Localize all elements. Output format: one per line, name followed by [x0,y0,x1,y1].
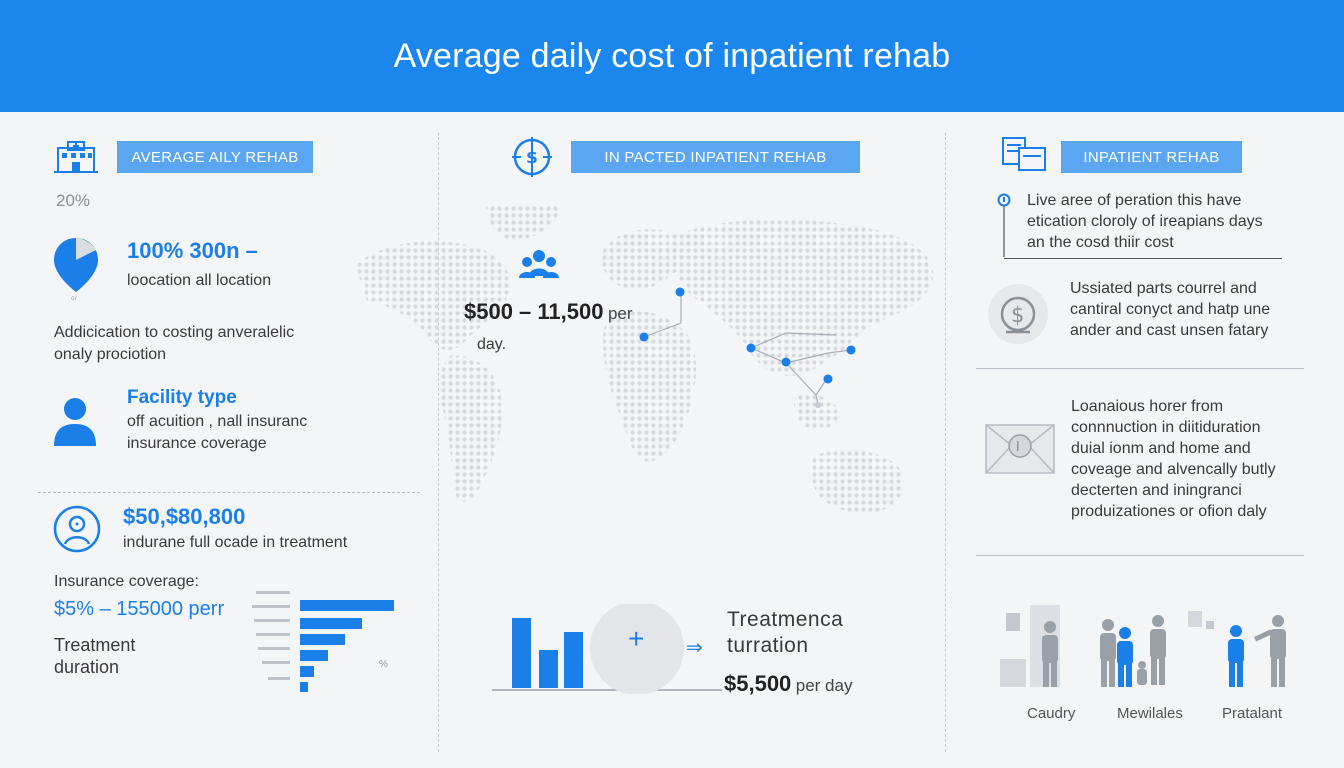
column-divider-right [945,132,946,752]
insurance-value: $5% – 155000 perr [54,598,225,620]
treatment-cost-per: per day [795,676,853,695]
plus-icon: + [628,623,645,654]
treatment-cost-value: $5,500 [724,671,792,696]
note-line-2: onaly prociotion [54,346,167,363]
block2-line-3: duial ionm and home and [1071,440,1251,457]
left-divider [38,492,420,493]
facility-line-1: off acuition , nall insuranc [127,413,308,430]
people-label-3: Pratalant [1222,705,1283,722]
people-illustration [996,603,1296,693]
header-banner: Average daily cost of inpatient rehab [0,0,1344,112]
location-pin-icon: o/ [52,236,100,302]
stat-value: 100% 300n – [127,238,258,263]
cost-day: day. [477,336,507,353]
svg-text:$: $ [526,148,538,168]
info-marker-icon [997,193,1011,259]
note-line-1: Addicication to costing anveralelic [54,324,295,341]
left-section-pill: AVERAGE AILY REHAB [117,141,313,173]
svg-text:l: l [1016,440,1020,455]
percent-label: 20% [56,191,91,210]
callout-line-3: an the cosd thiir cost [1027,234,1174,251]
block2-line-1: Loanaious horer from [1071,398,1224,415]
block2-line-5: decterten and iningranci [1071,482,1242,499]
block2-line-2: connnuction in diitiduration [1071,419,1261,436]
block1-line-3: ander and cast unsen fatary [1070,322,1269,339]
treatment-label-1: Treatment [54,635,136,655]
insurance-label: Insurance coverage: [54,573,199,590]
person-icon [52,396,98,446]
cost-range: $500 – 11,500 per [464,299,633,325]
treatment-line-2: turration [727,634,809,657]
range-label: indurane full ocade in treatment [123,534,348,551]
block2-line-6: produizationes or ofion daly [1071,503,1267,520]
face-circle-icon [52,504,102,554]
block1-line-1: Ussiated parts courrel and [1070,280,1257,297]
arrow-icon: ⇒ [686,637,703,659]
page-title: Average daily cost of inpatient rehab [393,36,951,75]
right-divider-1 [976,368,1304,369]
svg-text:o/: o/ [71,295,78,302]
cost-value: $500 – 11,500 [464,299,604,324]
block1-line-2: cantiral conyct and hatp une [1070,301,1271,318]
treatment-label-2: duration [54,657,120,677]
callout-underline [1004,258,1282,259]
middle-section-pill: IN PACTED INPATIENT REHAB [571,141,860,173]
envelope-icon: l [985,424,1055,474]
people-group-icon [519,248,559,280]
hospital-icon [54,140,98,174]
column-divider-left [438,132,439,752]
treatment-cost: $5,500 per day [724,671,852,697]
people-label-1: Caudry [1027,705,1076,722]
dollar-coin-icon: $ [985,283,1051,345]
bar-chart-icon [492,604,722,694]
mini-chart-percent: % [379,659,388,670]
cost-per: per [607,304,633,323]
callout-line-2: etication cloroly of ireapians days [1027,213,1263,230]
right-section-pill: INPATIENT REHAB [1061,141,1242,173]
world-map [356,205,946,575]
right-divider-2 [976,555,1304,556]
svg-text:$: $ [1011,303,1024,327]
callout-line-1: Live aree of peration this have [1027,192,1242,209]
documents-icon [1001,136,1047,172]
facility-title: Facility type [127,387,237,408]
treatment-line-1: Treatmenca [727,608,844,631]
mini-bar-chart [240,588,400,692]
range-value: $50,$80,800 [123,504,246,529]
block2-line-4: coveage and alvencally butly [1071,461,1276,478]
people-label-2: Mewilales [1117,705,1183,722]
dollar-shield-icon: $ [512,137,552,177]
stat-label: loocation all location [127,272,272,289]
facility-line-2: insurance coverage [127,435,267,452]
